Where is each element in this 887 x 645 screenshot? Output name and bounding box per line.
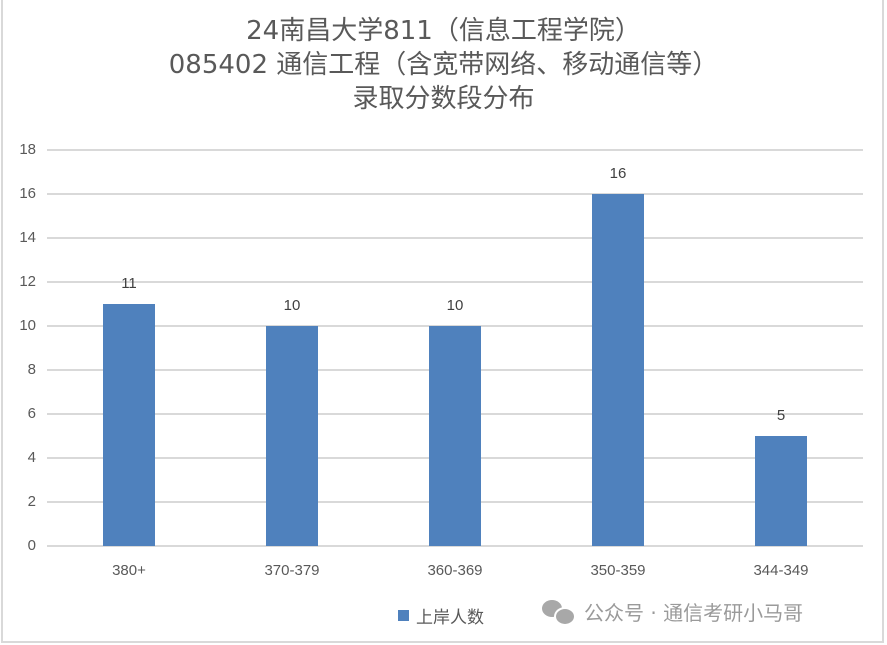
gridline: [47, 545, 863, 547]
wechat-icon: [542, 599, 576, 626]
x-tick-label: 380+: [112, 562, 146, 579]
y-tick-label: 16: [19, 185, 36, 202]
y-tick-label: 0: [27, 537, 36, 554]
watermark-text: 公众号 · 通信考研小马哥: [584, 601, 804, 625]
bar-value-label: 10: [446, 297, 464, 314]
y-tick-label: 4: [27, 449, 36, 466]
x-tick-label: 344-349: [753, 562, 809, 579]
bar-value-label: 10: [283, 297, 301, 314]
bar-value-label: 5: [776, 407, 786, 424]
x-tick-label: 350-359: [590, 562, 646, 579]
watermark: 公众号 · 通信考研小马哥: [542, 597, 803, 626]
chart-title-line-3: 录取分数段分布: [352, 84, 535, 114]
bar-value-label: 16: [609, 165, 627, 182]
legend-label: 上岸人数: [416, 608, 484, 628]
y-tick-label: 12: [19, 273, 36, 290]
y-tick-label: 8: [27, 361, 36, 378]
x-tick-label: 360-369: [427, 562, 483, 579]
bar: [429, 326, 481, 546]
y-tick-label: 14: [19, 229, 36, 246]
bar: [755, 436, 807, 546]
gridline: [47, 237, 863, 239]
chart-title-line-2: 085402 通信工程（含宽带网络、移动通信等）: [168, 50, 719, 80]
chart-title-line-1: 24南昌大学811（信息工程学院）: [246, 16, 641, 46]
x-tick-label: 370-379: [264, 562, 320, 579]
legend: 上岸人数: [398, 603, 484, 628]
y-tick-label: 10: [19, 317, 36, 334]
y-tick-label: 2: [27, 493, 36, 510]
bar: [103, 304, 155, 546]
gridline: [47, 281, 863, 283]
bar: [266, 326, 318, 546]
bar-value-label: 11: [121, 275, 137, 292]
gridline: [47, 193, 863, 195]
y-tick-label: 18: [19, 141, 36, 158]
legend-swatch: [398, 610, 409, 621]
y-tick-label: 6: [27, 405, 36, 422]
chart-title: 24南昌大学811（信息工程学院） 085402 通信工程（含宽带网络、移动通信…: [0, 14, 887, 116]
gridline: [47, 149, 863, 151]
bar: [592, 194, 644, 546]
